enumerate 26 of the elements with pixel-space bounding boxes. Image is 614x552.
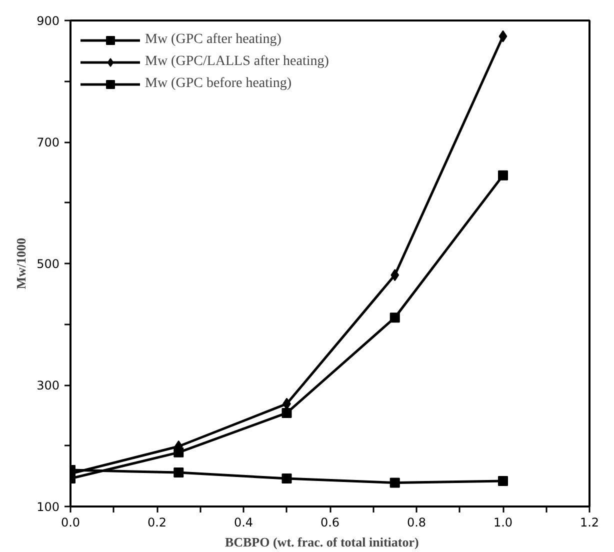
point xyxy=(498,476,508,486)
y-axis-title: Mw/1000 xyxy=(14,238,29,290)
y-tick-label: 500 xyxy=(36,257,60,271)
x-axis-title: BCBPO (wt. frac. of total initiator) xyxy=(224,534,419,550)
x-tick-label: 0.0 xyxy=(60,516,80,530)
x-tick-label: 0.2 xyxy=(147,516,167,530)
x-tick-label: 0.8 xyxy=(406,516,426,530)
point xyxy=(390,269,400,282)
point xyxy=(282,474,292,484)
y-tick-label: 900 xyxy=(36,14,60,28)
x-tick-label: 0.4 xyxy=(234,516,254,530)
point xyxy=(282,408,292,418)
y-tick-label: 300 xyxy=(36,378,60,392)
y-tick-label: 700 xyxy=(36,136,60,150)
legend-label: Mw (GPC after heating) xyxy=(145,32,282,48)
point xyxy=(390,478,400,488)
x-tick-label: 1.2 xyxy=(580,516,600,530)
x-tick-label: 1.0 xyxy=(493,516,513,530)
point xyxy=(174,467,184,478)
point xyxy=(498,30,508,42)
legend-label: Mw (GPC/LALLS after heating) xyxy=(145,54,329,70)
legend-label: Mw (GPC before heating) xyxy=(145,76,292,92)
point xyxy=(498,170,508,180)
point xyxy=(390,312,400,323)
y-tick-label: 100 xyxy=(36,500,60,514)
x-tick-label: 0.6 xyxy=(320,516,340,530)
